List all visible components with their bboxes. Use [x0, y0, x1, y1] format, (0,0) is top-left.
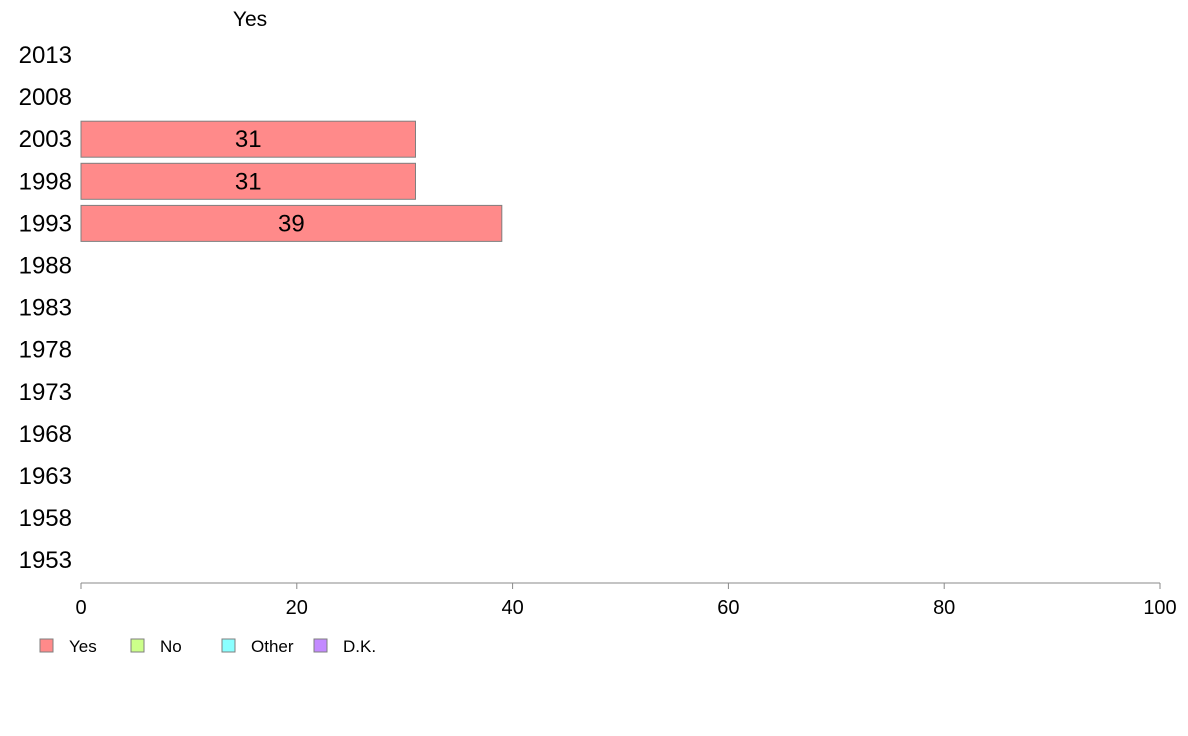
x-tick-label: 60: [717, 597, 739, 619]
category-label: 1993: [19, 210, 72, 237]
bar: [80, 120, 416, 158]
legend-label: D.K.: [343, 637, 376, 656]
legend: Yes No Other D.K.: [39, 637, 376, 656]
legend-swatch: [313, 638, 328, 653]
bar-value-label: 31: [235, 126, 262, 153]
legend-label: Yes: [69, 637, 97, 656]
category-axis: 2013 2008 2003 1998 1993 1988 1983 1978 1973 1968…: [19, 42, 72, 574]
category-label: 2003: [19, 126, 72, 153]
category-label: 1968: [19, 421, 72, 448]
bar: [80, 204, 503, 242]
category-label: 2013: [19, 42, 72, 69]
x-tick-label: 20: [286, 597, 308, 619]
x-tick-label: 0: [75, 597, 86, 619]
category-label: 1953: [19, 547, 72, 574]
bar-value-label: 39: [278, 210, 305, 237]
legend-swatch: [39, 638, 54, 653]
category-label: 1988: [19, 253, 72, 280]
bar: [80, 162, 416, 200]
category-label: 1958: [19, 505, 72, 532]
x-tick-label: 40: [501, 597, 523, 619]
category-label: 2008: [19, 84, 72, 111]
x-tick-label: 80: [933, 597, 955, 619]
bar-value-label: 31: [235, 168, 262, 195]
category-label: 1973: [19, 379, 72, 406]
category-label: 1983: [19, 295, 72, 322]
series-title: Yes: [233, 8, 267, 31]
legend-label: Other: [251, 637, 294, 656]
category-label: 1978: [19, 337, 72, 364]
value-labels: 31 31 39: [235, 126, 305, 237]
x-axis: 0 20 40 60 80 100: [75, 582, 1177, 619]
bars: [80, 120, 503, 242]
legend-label: No: [160, 637, 182, 656]
category-label: 1998: [19, 168, 72, 195]
legend-swatch: [130, 638, 145, 653]
x-tick-label: 100: [1143, 597, 1176, 619]
legend-swatch: [221, 638, 236, 653]
category-label: 1963: [19, 463, 72, 490]
